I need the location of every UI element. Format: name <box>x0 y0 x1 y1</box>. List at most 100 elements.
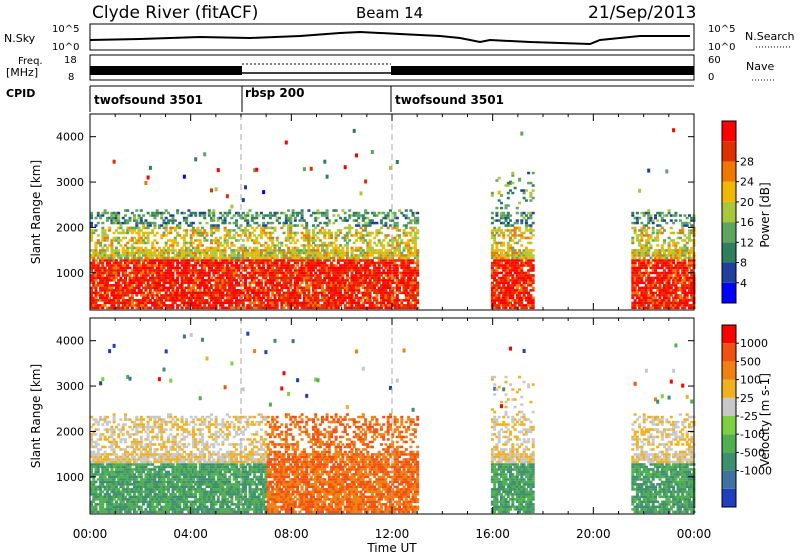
power-cell <box>409 239 413 242</box>
power-cell <box>284 214 288 217</box>
power-cell <box>497 304 501 307</box>
power-cell <box>654 304 657 307</box>
power-cell <box>631 239 635 242</box>
power-cell <box>268 271 272 275</box>
power-cell <box>398 244 401 247</box>
power-cell <box>391 226 395 230</box>
power-cell <box>216 281 220 285</box>
power-cell <box>402 286 406 290</box>
power-cell <box>631 261 635 265</box>
power-cell <box>334 289 338 292</box>
power-cell <box>214 226 218 230</box>
power-cell <box>253 294 257 297</box>
power-cell <box>382 301 386 305</box>
power-cell <box>230 296 234 300</box>
power-cell <box>237 211 241 215</box>
power-cell <box>90 306 93 310</box>
power-cell <box>162 251 166 255</box>
power-cell <box>658 256 662 260</box>
power-cell <box>157 261 161 265</box>
power-cell <box>262 231 266 235</box>
power-cell <box>108 256 112 260</box>
power-cell <box>384 291 388 295</box>
power-cell <box>366 269 370 272</box>
power-cell <box>379 286 383 290</box>
power-cell <box>504 274 508 277</box>
power-cell <box>309 284 313 287</box>
power-cell <box>393 259 397 262</box>
power-cell <box>402 279 406 282</box>
power-cell <box>350 296 354 300</box>
power-cell <box>198 259 202 262</box>
power-cell <box>411 246 415 250</box>
power-cell <box>212 246 216 250</box>
power-cell <box>169 256 173 260</box>
power-cell <box>355 249 358 252</box>
power-cell <box>108 266 112 270</box>
power-cell <box>266 244 270 247</box>
power-cell <box>191 254 195 257</box>
power-cell <box>635 279 639 282</box>
power-cell <box>221 306 225 310</box>
power-cell <box>332 256 336 260</box>
power-cell <box>101 294 105 297</box>
power-cell <box>368 271 372 275</box>
power-cell <box>289 224 293 227</box>
power-cell <box>232 296 236 300</box>
power-cell <box>117 304 121 307</box>
power-cell <box>339 264 343 267</box>
power-cell <box>642 264 646 267</box>
power-cell <box>219 279 223 282</box>
power-cell <box>506 204 510 207</box>
power-cell <box>196 271 200 275</box>
power-cell <box>495 229 499 232</box>
power-cell <box>386 269 390 272</box>
power-cell <box>105 299 109 302</box>
power-cell <box>368 251 372 255</box>
power-cell <box>275 291 279 295</box>
power-cell <box>99 284 103 287</box>
power-cell <box>407 291 411 295</box>
power-cell <box>377 239 381 242</box>
power-cell <box>413 219 417 222</box>
power-cell <box>633 274 637 277</box>
power-cell <box>409 219 413 222</box>
power-cell <box>148 165 152 170</box>
power-cell <box>133 256 136 260</box>
power-cell <box>180 236 184 240</box>
power-cell <box>108 276 112 280</box>
power-cell <box>309 269 313 272</box>
power-cell <box>128 304 132 307</box>
power-cell <box>339 284 343 287</box>
power-cell <box>198 286 202 290</box>
power-cell <box>273 269 277 272</box>
power-cell <box>230 289 234 292</box>
power-cell <box>212 226 216 230</box>
power-cell <box>187 254 191 257</box>
power-cell <box>506 241 510 245</box>
power-cell <box>359 259 363 262</box>
power-cell <box>651 231 655 235</box>
power-cell <box>162 219 166 222</box>
power-cell <box>205 264 209 267</box>
power-cell <box>384 304 388 307</box>
power-cell <box>201 281 204 285</box>
power-cell <box>214 249 218 252</box>
power-cell <box>241 266 245 270</box>
power-cell <box>153 211 157 215</box>
power-cell <box>364 256 368 260</box>
power-cell <box>527 291 531 295</box>
power-cell <box>273 296 277 300</box>
power-cell <box>318 239 322 242</box>
power-cell <box>135 281 139 285</box>
power-cell <box>531 286 535 290</box>
power-cell <box>255 226 259 230</box>
power-cell <box>235 291 238 295</box>
power-cell <box>108 254 112 257</box>
power-cell <box>649 261 653 265</box>
power-cell <box>264 246 268 250</box>
power-cell <box>239 299 243 302</box>
power-cell <box>289 276 293 280</box>
power-cell <box>110 239 114 242</box>
power-cell <box>411 289 415 292</box>
